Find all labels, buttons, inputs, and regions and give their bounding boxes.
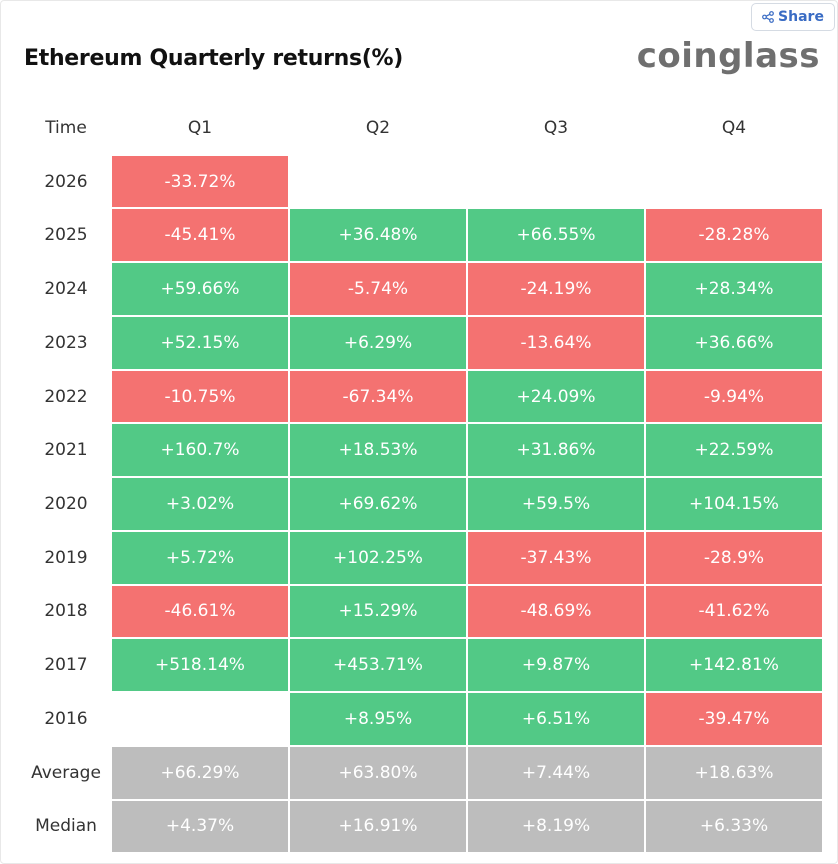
- row-label-2018: 2018: [44, 601, 88, 622]
- share-icon: [762, 11, 774, 23]
- chart-title: Ethereum Quarterly returns(%): [24, 46, 404, 71]
- return-cell: +104.15%: [646, 478, 822, 530]
- return-cell: -10.75%: [112, 370, 288, 423]
- summary-cell: +7.44%: [468, 746, 644, 799]
- return-cell: [468, 156, 644, 208]
- return-cell: +28.34%: [646, 263, 822, 315]
- return-cell: +22.59%: [646, 424, 822, 477]
- summary-cell: +8.19%: [468, 800, 644, 853]
- summary-cell: +66.29%: [112, 746, 288, 799]
- return-cell: -24.19%: [468, 263, 644, 315]
- column-header-q1: Q1: [187, 117, 213, 138]
- return-cell: +160.7%: [112, 424, 288, 477]
- return-cell: +36.66%: [646, 316, 822, 369]
- return-cell: +8.95%: [290, 693, 466, 745]
- return-cell: +36.48%: [290, 209, 466, 262]
- return-cell: [290, 156, 466, 208]
- return-cell: +52.15%: [112, 316, 288, 369]
- return-cell: +102.25%: [290, 531, 466, 584]
- return-cell: +3.02%: [112, 478, 288, 530]
- summary-cell: +6.33%: [646, 800, 822, 853]
- return-cell: +31.86%: [468, 424, 644, 477]
- return-cell: +59.66%: [112, 263, 288, 315]
- return-cell: -13.64%: [468, 316, 644, 369]
- return-cell: -39.47%: [646, 693, 822, 745]
- return-cell: -46.61%: [112, 585, 288, 638]
- summary-cell: +16.91%: [290, 800, 466, 853]
- row-label-2026: 2026: [44, 171, 88, 192]
- return-cell: -48.69%: [468, 585, 644, 638]
- column-header-q4: Q4: [721, 117, 747, 138]
- row-label-average: Average: [31, 762, 101, 783]
- return-cell: -33.72%: [112, 155, 288, 208]
- return-cell: -45.41%: [112, 209, 288, 262]
- return-cell: +24.09%: [468, 370, 644, 423]
- return-cell: -67.34%: [290, 370, 466, 423]
- share-button[interactable]: Share: [751, 3, 835, 31]
- column-header-q2: Q2: [365, 117, 391, 138]
- return-cell: +15.29%: [290, 585, 466, 638]
- return-cell: +59.5%: [468, 478, 644, 530]
- return-cell: +66.55%: [468, 209, 644, 262]
- summary-cell: +4.37%: [112, 800, 288, 853]
- return-cell: +453.71%: [290, 639, 466, 692]
- column-header-q3: Q3: [543, 117, 569, 138]
- row-label-2024: 2024: [44, 279, 88, 300]
- row-label-2023: 2023: [44, 332, 88, 353]
- row-label-2022: 2022: [44, 386, 88, 407]
- return-cell: +518.14%: [112, 639, 288, 692]
- return-cell: +9.87%: [468, 639, 644, 692]
- return-cell: -9.94%: [646, 370, 822, 423]
- return-cell: -28.28%: [646, 209, 822, 262]
- row-label-median: Median: [35, 816, 97, 837]
- row-label-2019: 2019: [44, 547, 88, 568]
- return-cell: +6.51%: [468, 693, 644, 745]
- brand-logo: coinglass: [636, 36, 820, 76]
- row-label-2025: 2025: [44, 225, 88, 246]
- row-label-2020: 2020: [44, 493, 88, 514]
- return-cell: [112, 693, 288, 745]
- return-cell: +142.81%: [646, 639, 822, 692]
- summary-cell: +18.63%: [646, 746, 822, 799]
- return-cell: +69.62%: [290, 478, 466, 530]
- return-cell: -28.9%: [646, 531, 822, 584]
- row-label-2017: 2017: [44, 655, 88, 676]
- return-cell: -37.43%: [468, 531, 644, 584]
- summary-cell: +63.80%: [290, 746, 466, 799]
- return-cell: +18.53%: [290, 424, 466, 477]
- row-label-2016: 2016: [44, 708, 88, 729]
- return-cell: [646, 156, 822, 208]
- return-cell: -5.74%: [290, 263, 466, 315]
- return-cell: -41.62%: [646, 585, 822, 638]
- returns-table: Time Q1 Q2 Q3 Q4 2026 -33.72% 2025 -45.41% +36.48…: [22, 102, 822, 853]
- return-cell: +6.29%: [290, 316, 466, 369]
- share-label: Share: [778, 9, 824, 25]
- row-label-2021: 2021: [44, 440, 88, 461]
- return-cell: +5.72%: [112, 531, 288, 584]
- column-header-time: Time: [45, 117, 87, 138]
